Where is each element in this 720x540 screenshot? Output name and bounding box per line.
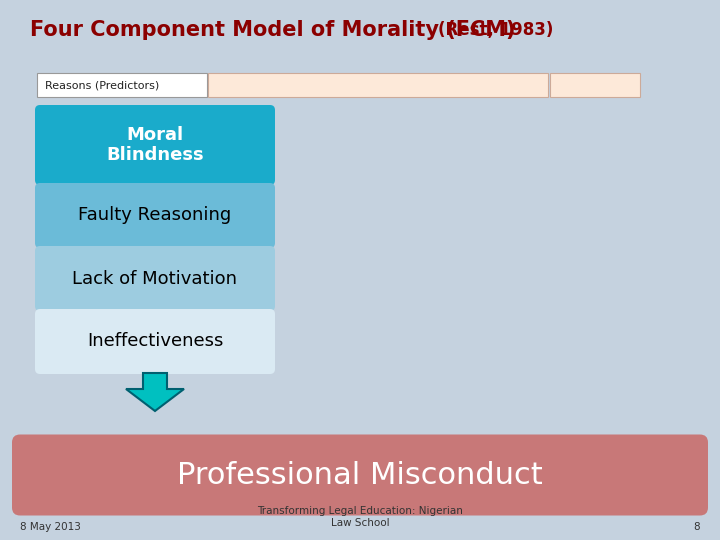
Text: Professional Misconduct: Professional Misconduct	[177, 461, 543, 489]
FancyBboxPatch shape	[12, 435, 708, 516]
FancyBboxPatch shape	[550, 73, 640, 97]
FancyBboxPatch shape	[35, 309, 275, 374]
Text: Faulty Reasoning: Faulty Reasoning	[78, 206, 232, 225]
Text: Reasons (Predictors): Reasons (Predictors)	[45, 80, 159, 90]
Text: 8 May 2013: 8 May 2013	[20, 522, 81, 532]
FancyBboxPatch shape	[35, 183, 275, 248]
Text: Moral
Blindness: Moral Blindness	[106, 126, 204, 164]
Text: (Rest, 1983): (Rest, 1983)	[438, 21, 554, 39]
Text: Lack of Motivation: Lack of Motivation	[73, 269, 238, 287]
Polygon shape	[126, 373, 184, 411]
Text: Transforming Legal Education: Nigerian
Law School: Transforming Legal Education: Nigerian L…	[257, 507, 463, 528]
Text: 8: 8	[693, 522, 700, 532]
FancyBboxPatch shape	[35, 105, 275, 185]
Text: Ineffectiveness: Ineffectiveness	[87, 333, 223, 350]
FancyBboxPatch shape	[37, 73, 207, 97]
Text: Four Component Model of Morality (FCM): Four Component Model of Morality (FCM)	[30, 20, 516, 40]
FancyBboxPatch shape	[208, 73, 548, 97]
FancyBboxPatch shape	[35, 246, 275, 311]
